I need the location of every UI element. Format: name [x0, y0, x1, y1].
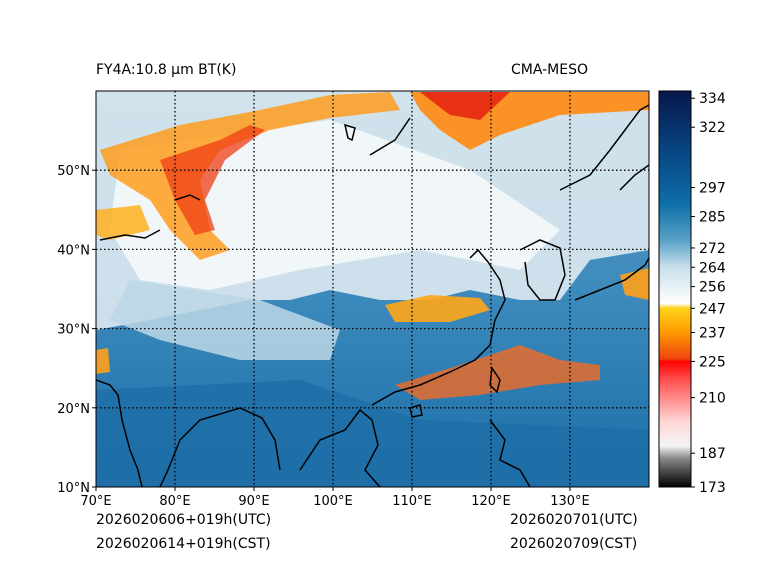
cold-cloud-north: [100, 92, 400, 260]
coastline-okhotsk: [369, 117, 411, 156]
lat-tick-label: 50°N: [57, 164, 90, 179]
init-time-utc: 2026020606+019h(UTC): [96, 512, 272, 528]
map-frame: [95, 90, 650, 488]
tibet-plateau: [110, 280, 340, 360]
colorbar-tick-label: 225: [699, 354, 726, 370]
colorbar-tick-label: 210: [699, 391, 726, 407]
colorbar-ticks: 173 187 210 225 237 247 256 264 272 285 297 322 334: [691, 91, 726, 496]
colorbar-tick-label: 247: [699, 301, 726, 317]
lon-tick-label: 110°E: [392, 494, 432, 509]
lat-tick-label: 10°N: [57, 481, 90, 496]
coastline-hainan: [409, 404, 423, 418]
lake-balkhash: [174, 194, 201, 201]
model-name: CMA-MESO: [511, 62, 589, 78]
cold-cloud-west-edge: [96, 348, 110, 374]
lat-tick-label: 40°N: [57, 243, 90, 258]
coastline-japan: [574, 257, 649, 301]
lon-tick-label: 100°E: [313, 494, 353, 509]
coastline-bay-of-bengal: [159, 407, 281, 487]
cold-cloud-west: [96, 205, 150, 240]
init-time-cst: 2026020614+019h(CST): [96, 536, 271, 552]
cold-cloud-south-band: [395, 345, 600, 400]
colorbar-tick-label: 264: [699, 260, 726, 276]
lon-tick-label: 120°E: [471, 494, 511, 509]
lon-tick-label: 80°E: [159, 494, 190, 509]
lon-tick-label: 70°E: [80, 494, 111, 509]
coastline-russia-east: [559, 104, 649, 191]
colorbar-tick-label: 334: [699, 91, 726, 107]
cold-cloud-yangtze: [385, 295, 490, 322]
lon-tick-label: 90°E: [238, 494, 269, 509]
coastline-china-south: [371, 248, 506, 406]
colorbar-tick-label: 173: [699, 480, 726, 496]
coastline-indochina: [299, 408, 381, 487]
lat-axis: 10°N 20°N 30°N 40°N 50°N: [57, 164, 96, 496]
valid-time-utc: 2026020701(UTC): [510, 512, 638, 528]
gridlines: [96, 91, 649, 487]
colorbar-tick-label: 256: [699, 280, 726, 296]
cold-cloud-north-core: [160, 125, 265, 235]
colorbar-tick-label: 237: [699, 325, 726, 341]
coastline-korea: [519, 239, 566, 301]
coastline-philippines: [489, 419, 531, 487]
valid-time-cst: 2026020709(CST): [510, 536, 638, 552]
coastline-india: [96, 379, 143, 487]
cold-cloud-northeast-core: [420, 92, 510, 120]
tropical-ocean: [96, 380, 649, 487]
colorbar-tick-label: 285: [699, 210, 726, 226]
caspian-region: [99, 229, 161, 241]
lake-baikal: [343, 123, 356, 142]
coastline-japan-north: [619, 164, 649, 191]
map-field: [96, 91, 649, 487]
cold-cloud-east-edge: [620, 268, 649, 300]
lon-axis: 70°E 80°E 90°E 100°E 110°E 120°E 130°E: [80, 487, 590, 509]
lat-tick-label: 20°N: [57, 402, 90, 417]
product-title: FY4A:10.8 μm BT(K): [96, 62, 237, 78]
lat-tick-label: 30°N: [57, 323, 90, 338]
colorbar-tick-label: 187: [699, 446, 726, 462]
colorbar-tick-label: 322: [699, 120, 726, 136]
lon-tick-label: 130°E: [550, 494, 590, 509]
colorbar-tick-label: 297: [699, 181, 726, 197]
colorbar-bar: [658, 90, 692, 488]
colorbar-tick-label: 272: [699, 241, 726, 257]
